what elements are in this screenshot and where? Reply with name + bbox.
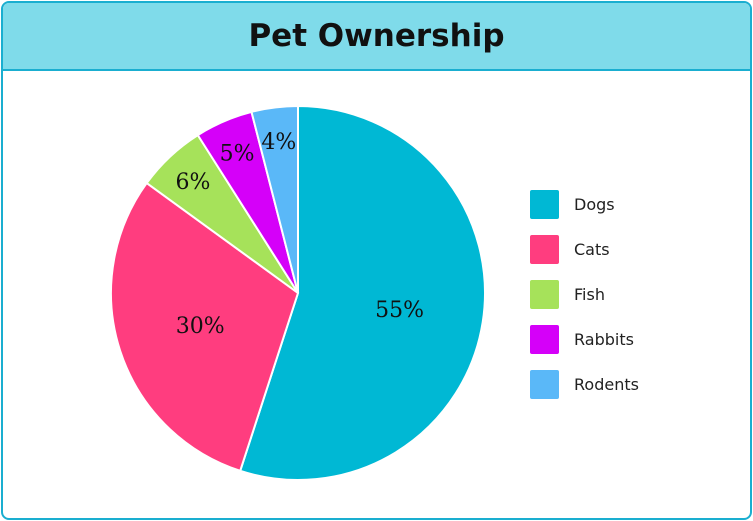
legend-label-dogs: Dogs [574,195,615,214]
slice-label-cats: 30% [176,314,225,339]
legend-swatch-rodents [530,370,559,399]
legend: Dogs Cats Fish Rabbits Rodents [530,190,639,399]
pie-slice-cats [110,181,300,473]
legend-label-fish: Fish [574,285,605,304]
slice-label-rabbits: 5% [220,141,255,166]
slice-label-fish: 6% [176,170,211,195]
slice-label-rodents: 4% [261,130,296,155]
pie-slices [110,104,486,481]
pie-slice-rodents [250,104,299,294]
slice-labels: 55% 30% 6% 5% 4% [176,130,425,339]
legend-label-rabbits: Rabbits [574,330,634,349]
pie-slice-dogs [238,104,486,481]
legend-swatch-cats [530,235,559,264]
legend-label-cats: Cats [574,240,610,259]
title-bar: Pet Ownership [3,3,750,71]
legend-swatch-fish [530,280,559,309]
slice-label-dogs: 55% [375,298,424,323]
legend-label-rodents: Rodents [574,375,639,394]
chart-title: Pet Ownership [248,18,505,54]
legend-swatch-rabbits [530,325,559,354]
legend-swatch-dogs [530,190,559,219]
